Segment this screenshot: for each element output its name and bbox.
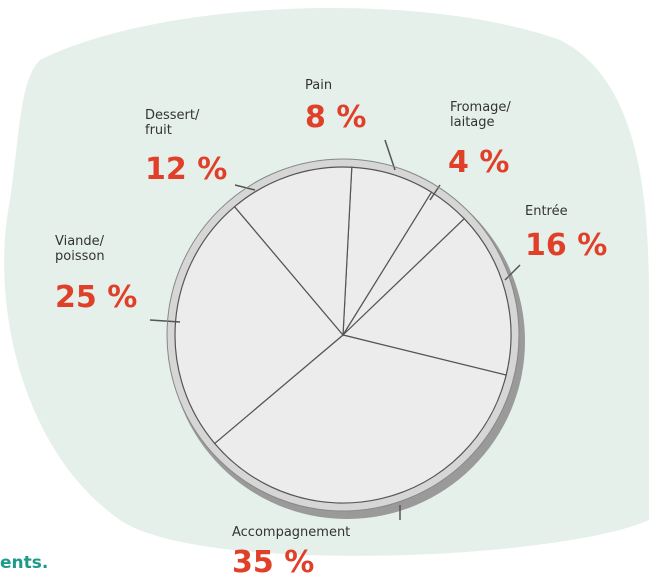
value-label: 12 % [145, 152, 227, 187]
slice-label: Accompagnement [232, 525, 382, 540]
value-label: 8 % [305, 100, 366, 135]
value-label: 4 % [448, 145, 509, 180]
footer-text: ents. [0, 553, 48, 573]
slice-label: Viande/ poisson [55, 234, 125, 264]
value-label: 16 % [525, 228, 607, 263]
value-label: 25 % [55, 280, 137, 315]
slice-label: Pain [305, 78, 365, 93]
slice-label: Dessert/ fruit [145, 108, 215, 138]
page: ents. (() => { const data = JSON.parse(d… [0, 0, 649, 575]
slice-label: Entrée [525, 204, 595, 219]
slice-label: Fromage/ laitage [450, 100, 520, 130]
